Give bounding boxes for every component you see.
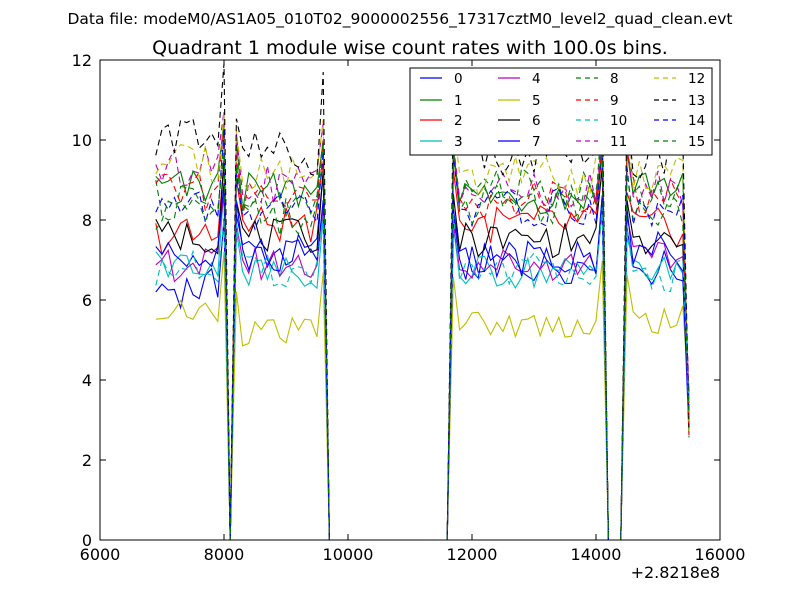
x-tick-label: 16000	[695, 545, 746, 564]
legend-label: 14	[688, 113, 705, 129]
series-line-15	[155, 142, 690, 541]
series-line-10	[155, 207, 690, 541]
legend-label: 15	[688, 134, 705, 150]
series-line-5	[155, 251, 690, 541]
legend-label: 4	[532, 71, 541, 87]
y-tick-label: 10	[72, 131, 92, 150]
x-tick-label: 6000	[80, 545, 121, 564]
legend-label: 9	[610, 93, 619, 109]
legend-label: 6	[532, 113, 541, 129]
legend-label: 5	[532, 93, 541, 109]
legend-label: 11	[610, 134, 627, 150]
x-tick-label: 12000	[447, 545, 498, 564]
legend-label: 12	[688, 71, 705, 87]
series-line-14	[155, 129, 690, 541]
legend-label: 0	[454, 71, 463, 87]
y-tick-label: 12	[72, 51, 92, 70]
legend-label: 13	[688, 93, 705, 109]
y-tick-label: 0	[82, 531, 92, 550]
legend-label: 8	[610, 71, 619, 87]
figure-suptitle: Data file: modeM0/AS1A05_010T02_90000025…	[67, 10, 732, 29]
legend-label: 10	[610, 113, 627, 129]
y-tick-label: 2	[82, 451, 92, 470]
legend-frame	[409, 67, 713, 156]
chart-title: Quadrant 1 module wise count rates with …	[152, 37, 668, 59]
series-line-9	[155, 126, 690, 541]
y-tick-label: 4	[82, 371, 92, 390]
y-tick-label: 8	[82, 211, 92, 230]
x-tick-label: 8000	[204, 545, 245, 564]
x-axis-offset-label: +2.8218e8	[631, 563, 720, 582]
legend-label: 1	[454, 93, 463, 109]
x-tick-label: 10000	[323, 545, 374, 564]
legend-label: 7	[532, 134, 541, 150]
y-tick-label: 6	[82, 291, 92, 310]
legend-label: 2	[454, 113, 463, 129]
x-tick-label: 14000	[571, 545, 622, 564]
legend-label: 3	[454, 134, 463, 150]
